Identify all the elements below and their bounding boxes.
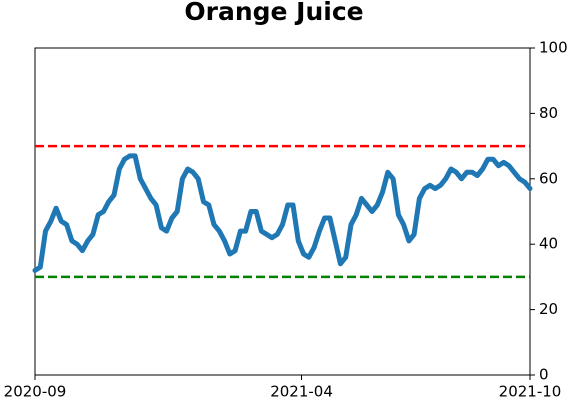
x-tick-label: 2021-10 [499, 383, 562, 401]
x-tick-label: 2021-04 [270, 383, 333, 401]
plot-frame [34, 47, 531, 376]
y-tick-label: 100 [539, 39, 568, 57]
y-tick-label: 0 [539, 366, 549, 384]
y-tick-label: 20 [539, 300, 558, 318]
chart-title: Orange Juice [184, 0, 363, 26]
data-line [32, 153, 533, 273]
y-tick-label: 80 [539, 104, 558, 122]
y-tick-label: 60 [539, 169, 558, 187]
x-tick-label: 2020-09 [4, 383, 67, 401]
y-tick-label: 40 [539, 235, 558, 253]
